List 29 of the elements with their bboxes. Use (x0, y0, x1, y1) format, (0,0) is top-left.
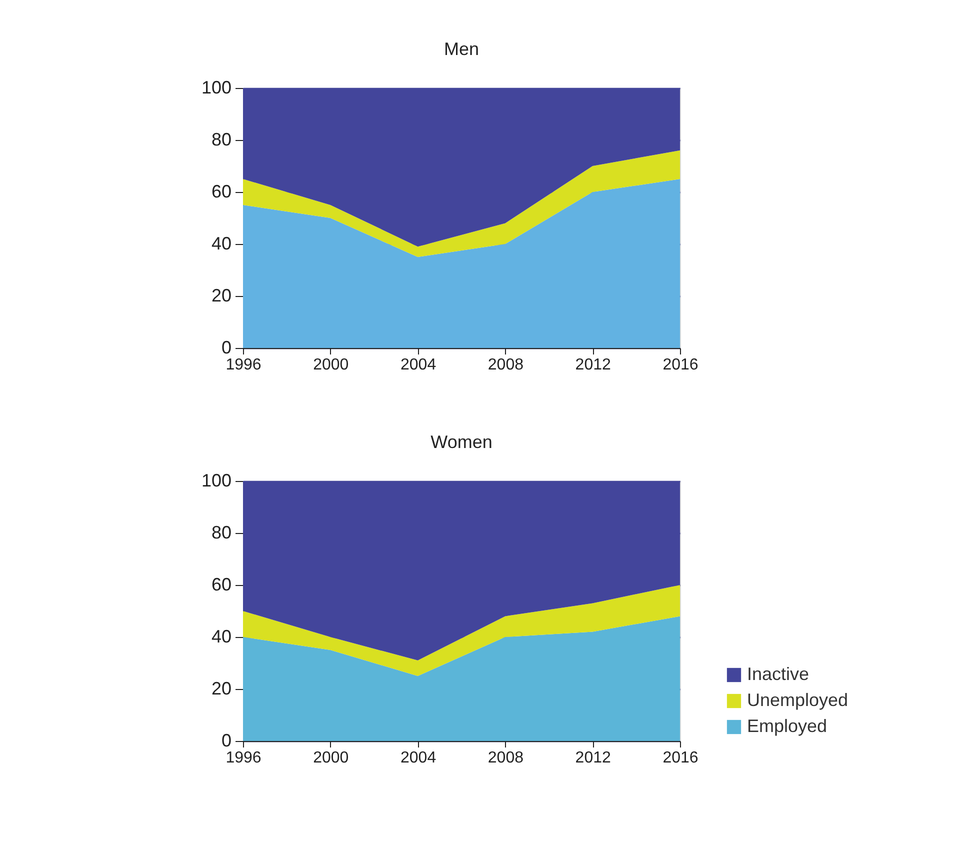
legend-label: Inactive (747, 664, 810, 684)
y-tick-label: 0 (221, 730, 232, 750)
x-tick-label: 2008 (488, 356, 524, 374)
x-tick-label: 2012 (575, 356, 611, 374)
y-tick-label: 20 (211, 678, 232, 698)
x-tick-label: 2008 (488, 750, 524, 766)
legend-label: Employed (747, 716, 828, 736)
chart-title: Women (430, 432, 492, 452)
x-tick-label: 2004 (400, 750, 436, 766)
y-tick-label: 80 (211, 130, 232, 150)
x-tick-label: 1996 (226, 356, 262, 374)
x-tick-label: 2000 (313, 356, 349, 374)
x-tick-label: 2004 (400, 356, 436, 374)
chart-title: Men (444, 39, 480, 59)
y-tick-label: 40 (211, 626, 232, 646)
x-tick-label: 2016 (662, 356, 698, 374)
x-tick-label: 2000 (313, 750, 349, 766)
y-tick-label: 60 (211, 574, 232, 594)
legend-label: Unemployed (747, 690, 848, 710)
x-tick-label: 2012 (575, 750, 611, 766)
x-tick-label: 1996 (226, 750, 262, 766)
y-tick-label: 40 (211, 234, 232, 254)
y-tick-label: 0 (221, 338, 232, 358)
y-tick-label: 80 (211, 522, 232, 542)
y-tick-label: 100 (201, 470, 232, 490)
x-tick-label: 2016 (662, 750, 698, 766)
y-tick-label: 100 (201, 78, 232, 98)
y-tick-label: 20 (211, 286, 232, 306)
y-tick-label: 60 (211, 182, 232, 202)
